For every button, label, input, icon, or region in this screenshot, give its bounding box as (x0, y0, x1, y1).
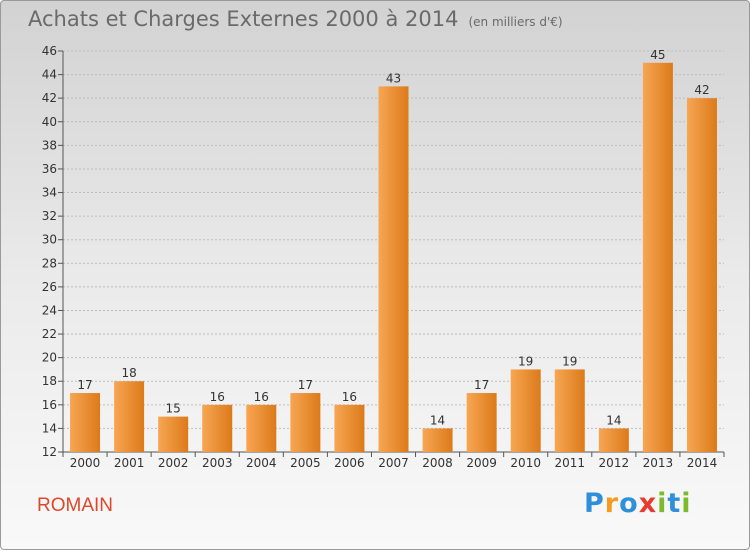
y-tick-label: 18 (42, 374, 57, 388)
x-tick-label: 2005 (290, 456, 321, 470)
x-tick-label: 2011 (554, 456, 585, 470)
x-tick-label: 2013 (643, 456, 674, 470)
x-tick-label: 2012 (599, 456, 630, 470)
bar (70, 393, 101, 452)
bar-value-label: 15 (166, 402, 181, 416)
y-tick-label: 14 (42, 421, 57, 435)
x-tick-label: 2002 (158, 456, 189, 470)
x-tick-label: 2014 (687, 456, 718, 470)
logo-letter: x (638, 488, 658, 519)
y-tick-label: 16 (42, 398, 57, 412)
y-tick-label: 42 (42, 91, 57, 105)
bar-value-label: 43 (386, 71, 401, 85)
logo-letter: i (681, 488, 692, 519)
y-tick-label: 46 (42, 44, 57, 58)
bar (510, 369, 541, 452)
y-tick-label: 20 (42, 351, 57, 365)
chart-subtitle: (en milliers d'€) (468, 15, 563, 29)
x-tick-label: 2000 (70, 456, 101, 470)
logo-letter: r (604, 488, 620, 519)
x-tick-label: 2006 (334, 456, 365, 470)
y-tick-label: 22 (42, 327, 57, 341)
bar (246, 404, 277, 452)
bar (158, 416, 189, 452)
y-tick-label: 34 (42, 186, 57, 200)
bar-value-label: 16 (254, 390, 269, 404)
bar-value-label: 19 (518, 354, 533, 368)
bar-value-label: 16 (342, 390, 357, 404)
logo-letter: i (657, 488, 668, 519)
x-tick-label: 2003 (202, 456, 233, 470)
x-tick-label: 2008 (422, 456, 453, 470)
bar-value-label: 14 (606, 413, 621, 427)
y-tick-label: 12 (42, 445, 57, 459)
bar-value-label: 18 (121, 366, 136, 380)
x-tick-label: 2007 (378, 456, 409, 470)
bar (202, 404, 233, 452)
logo-letter: P (584, 488, 605, 519)
bar-value-label: 17 (474, 378, 489, 392)
y-tick-label: 36 (42, 162, 57, 176)
chart-title-text: Achats et Charges Externes 2000 à 2014 (28, 7, 459, 31)
bar (642, 62, 673, 452)
bar-value-label: 45 (650, 48, 665, 62)
commune-name: ROMAIN (37, 495, 113, 516)
bar-value-label: 17 (298, 378, 313, 392)
bar (466, 393, 497, 452)
y-tick-label: 38 (42, 138, 57, 152)
y-tick-label: 30 (42, 233, 57, 247)
x-tick-label: 2001 (114, 456, 145, 470)
x-tick-label: 2010 (510, 456, 541, 470)
logo-letter: o (619, 488, 639, 519)
y-tick-label: 24 (42, 303, 57, 317)
logo-letter: t (667, 488, 682, 519)
bar-value-label: 19 (562, 354, 577, 368)
bar (290, 393, 321, 452)
bar (598, 428, 629, 452)
bar (378, 86, 409, 452)
bar (554, 369, 585, 452)
y-tick-label: 32 (42, 209, 57, 223)
x-tick-label: 2009 (466, 456, 497, 470)
bar (334, 404, 365, 452)
chart-title: Achats et Charges Externes 2000 à 2014 (e… (28, 7, 563, 31)
bar-value-label: 42 (694, 83, 709, 97)
y-tick-label: 44 (42, 68, 57, 82)
bar-value-label: 17 (77, 378, 92, 392)
bar (422, 428, 453, 452)
bar (686, 98, 717, 453)
bar-value-label: 14 (430, 413, 445, 427)
y-tick-label: 28 (42, 256, 57, 270)
y-tick-label: 40 (42, 115, 57, 129)
y-tick-label: 26 (42, 280, 57, 294)
bar-value-label: 16 (210, 390, 225, 404)
bar (114, 381, 145, 452)
x-tick-label: 2004 (246, 456, 277, 470)
proxiti-logo[interactable]: Proxiti (584, 488, 692, 519)
